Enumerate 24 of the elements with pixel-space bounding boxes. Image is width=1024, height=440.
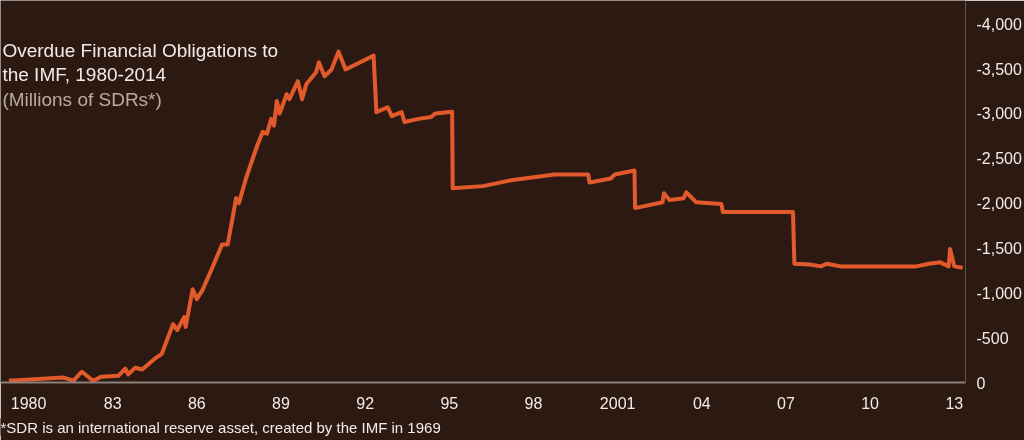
y-tick-label: -2,500 [976,150,1022,168]
x-tick-label: 98 [524,394,543,412]
x-tick-label: 07 [777,394,795,412]
x-tick-label: 89 [272,394,291,412]
y-tick-label: -500 [976,329,1009,347]
y-tick-label: -3,000 [976,105,1022,123]
x-tick-label: 04 [692,394,711,412]
text: (Millions of SDRs*) [2,89,162,111]
y-tick-label: -1,000 [976,284,1022,302]
text: Overdue Financial Obligations to the IMF, 1980-2014 [2,39,279,86]
x-tick-label: 92 [356,394,375,412]
x-tick-label: 86 [187,394,206,412]
x-tick-label: 1980 [10,394,47,412]
y-tick-label: -3,500 [976,60,1022,78]
y-tick-label: -1,500 [976,239,1022,257]
y-tick-label: -2,000 [976,195,1022,213]
x-tick-label: 13 [945,394,964,412]
x-tick-label: 95 [440,394,459,412]
y-tick-label: -4,000 [976,15,1022,33]
x-tick-label: 83 [103,394,122,412]
y-tick-label: 0 [976,374,986,392]
text: *SDR is an international reserve asset, created by the IMF in 1969 [0,418,441,436]
x-tick-label: 2001 [599,394,636,412]
x-tick-label: 10 [861,394,880,412]
